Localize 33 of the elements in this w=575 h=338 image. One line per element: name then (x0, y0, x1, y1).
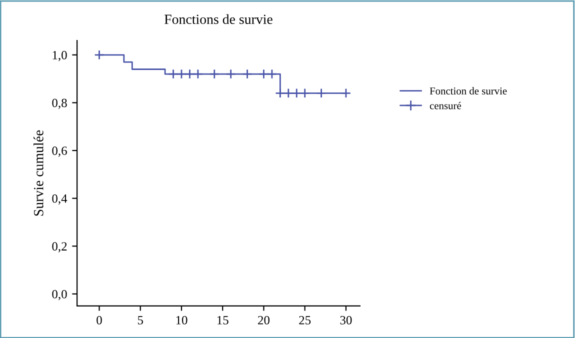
x-tick-label: 25 (299, 316, 311, 324)
x-tick-label: 15 (217, 316, 228, 324)
point (176, 68, 187, 80)
point (168, 68, 178, 80)
y-tick-label: 0,2 (52, 242, 67, 252)
point (266, 68, 278, 80)
point (258, 68, 269, 80)
x-tick-label: 20 (258, 316, 270, 324)
y-tick-label: 1,0 (52, 50, 67, 62)
chart-title: Fonctions de survie (164, 14, 272, 24)
point (275, 88, 286, 98)
point (242, 68, 252, 80)
legend-label: censuré (430, 102, 461, 110)
y-tick-label: 0,4 (52, 194, 68, 205)
point (292, 88, 302, 98)
point (192, 68, 204, 80)
point (94, 50, 104, 60)
x-tick-label: 0 (96, 316, 102, 324)
point (283, 88, 294, 98)
point (316, 88, 326, 98)
point (226, 68, 236, 80)
x-tick-label: 5 (138, 316, 144, 324)
y-tick-label: 0,0 (52, 290, 67, 300)
legend-label: Fonction de survie (430, 87, 507, 95)
y-axis-title: Survie cumulée (34, 130, 44, 216)
x-tick-label: 10 (176, 316, 188, 324)
point (184, 68, 195, 80)
point (340, 88, 352, 98)
x-tick-label: 30 (340, 316, 352, 324)
point (209, 68, 220, 80)
point (300, 88, 310, 98)
y-tick-label: 0,8 (52, 98, 67, 109)
y-tick-label: 0,6 (52, 146, 67, 157)
